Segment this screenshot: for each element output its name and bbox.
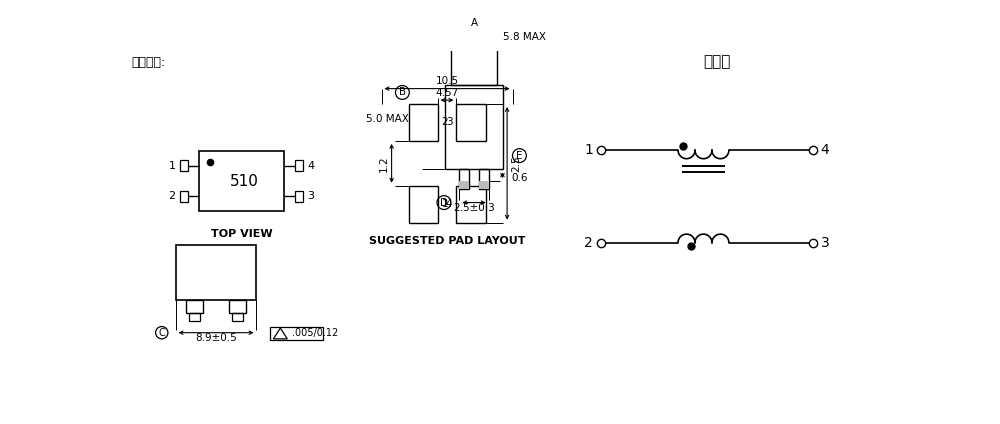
Text: 2: 2 <box>169 191 176 201</box>
Text: B: B <box>399 87 406 98</box>
Bar <box>479 170 489 189</box>
Bar <box>456 186 486 223</box>
Text: E: E <box>516 151 523 161</box>
Text: C: C <box>158 328 165 338</box>
Bar <box>199 151 284 211</box>
Bar <box>229 300 246 313</box>
Text: 510: 510 <box>230 173 259 189</box>
Text: 1: 1 <box>442 199 448 209</box>
Text: 大尺图纸:: 大尺图纸: <box>131 56 166 69</box>
Text: SUGGESTED PAD LAYOUT: SUGGESTED PAD LAYOUT <box>369 237 525 246</box>
Text: 1: 1 <box>169 161 176 170</box>
Bar <box>232 313 243 321</box>
Text: 2: 2 <box>442 117 448 128</box>
Text: 0.6: 0.6 <box>511 173 528 183</box>
Text: 4: 4 <box>307 161 314 170</box>
Bar <box>189 313 200 321</box>
Bar <box>295 160 303 171</box>
Text: 5.0 MAX: 5.0 MAX <box>366 114 408 124</box>
Text: D: D <box>440 198 448 208</box>
Bar <box>409 104 438 141</box>
Text: A: A <box>470 18 478 28</box>
Text: 5.8 MAX: 5.8 MAX <box>503 32 546 42</box>
Bar <box>459 181 469 189</box>
Text: 2.5: 2.5 <box>511 155 521 172</box>
Text: 4: 4 <box>446 199 452 209</box>
Bar <box>180 191 188 202</box>
Bar <box>479 181 489 189</box>
Bar <box>186 300 203 313</box>
Text: 3: 3 <box>446 117 452 128</box>
Text: .005/0.12: .005/0.12 <box>292 329 338 338</box>
Text: 3: 3 <box>307 191 314 201</box>
Text: 4: 4 <box>821 143 829 157</box>
Bar <box>451 46 497 85</box>
Text: 1: 1 <box>584 143 593 157</box>
Text: 2: 2 <box>584 236 593 250</box>
Text: 3: 3 <box>821 236 829 250</box>
Bar <box>176 245 256 300</box>
Text: 相位图: 相位图 <box>703 54 730 69</box>
Bar <box>445 85 503 170</box>
Bar <box>270 326 323 340</box>
Text: 8.9±0.5: 8.9±0.5 <box>195 334 237 343</box>
Text: TOP VIEW: TOP VIEW <box>211 229 272 239</box>
Bar <box>180 160 188 171</box>
Text: 2.5±0.3: 2.5±0.3 <box>453 204 495 213</box>
Text: 10.5: 10.5 <box>435 76 459 86</box>
Bar <box>459 170 469 189</box>
Text: 1.2: 1.2 <box>379 155 389 172</box>
Text: 4.57: 4.57 <box>435 88 459 98</box>
Bar <box>409 186 438 223</box>
Bar <box>295 191 303 202</box>
Bar <box>456 104 486 141</box>
